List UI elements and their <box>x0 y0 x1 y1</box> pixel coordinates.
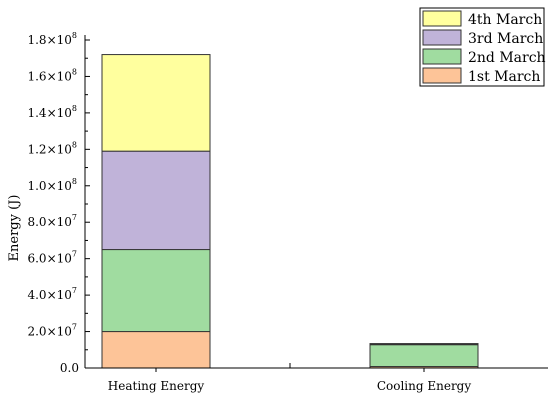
legend-swatch <box>422 29 462 46</box>
legend-label: 1st March <box>468 69 540 85</box>
bar-segment-2nd-march-heating <box>101 249 211 333</box>
legend-label: 3rd March <box>468 31 543 47</box>
y-tick-label: 1.4×108 <box>27 104 77 120</box>
y-tick-label: 6.0×107 <box>27 250 77 266</box>
legend: 4th March 3rd March 2nd March 1st March <box>419 7 546 87</box>
y-tick-label: 1.6×108 <box>27 67 77 83</box>
bars-group <box>101 54 479 369</box>
bar-segment-1st-march-heating <box>101 331 211 369</box>
y-tick-label: 8.0×107 <box>27 213 77 229</box>
x-tick-label: Heating Energy <box>108 379 205 393</box>
y-axis-ticks: 0.0 2.0×107 4.0×107 6.0×107 8.0×107 1.0×108 1.… <box>27 31 90 375</box>
legend-swatch <box>422 67 462 84</box>
bar-segment-2nd-march-cooling <box>369 344 479 368</box>
legend-swatch <box>422 10 462 27</box>
x-axis-ticks: Heating Energy Cooling Energy <box>108 363 472 393</box>
y-tick-label: 1.0×108 <box>27 177 77 193</box>
y-tick-label: 2.0×107 <box>27 323 77 339</box>
bar-segment-3rd-march-heating <box>101 150 211 251</box>
y-tick-label: 4.0×107 <box>27 286 77 302</box>
legend-label: 4th March <box>468 12 542 28</box>
legend-label: 2nd March <box>468 50 546 66</box>
y-axis-label: Energy (J) <box>7 195 22 262</box>
y-tick-label: 1.2×108 <box>27 140 77 156</box>
bar-segment-4th-march-heating <box>101 54 211 152</box>
legend-swatch <box>422 48 462 65</box>
y-tick-label: 1.8×108 <box>27 31 77 47</box>
x-tick-label: Cooling Energy <box>377 379 472 393</box>
y-tick-label: 0.0 <box>60 361 79 375</box>
